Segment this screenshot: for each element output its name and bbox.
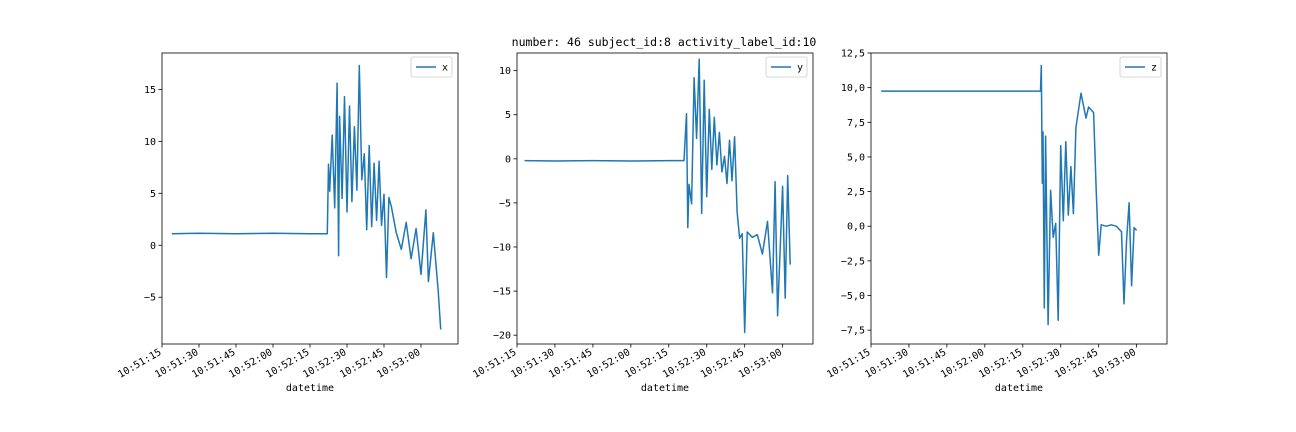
y-tick-label: 10,0 bbox=[841, 83, 865, 94]
subplot-2: −20−15−10−5051010:51:1510:51:3010:51:451… bbox=[471, 52, 814, 394]
legend-label: z bbox=[1151, 63, 1157, 74]
plot-frame bbox=[870, 52, 1168, 345]
y-tick-label: 10 bbox=[499, 66, 511, 77]
x-tick-label: 10:53:00 bbox=[737, 347, 784, 381]
y-tick-label: −15 bbox=[493, 287, 511, 298]
y-tick-label: 5 bbox=[150, 189, 156, 200]
subplot-1: −505101510:51:1510:51:3010:51:4510:52:00… bbox=[116, 52, 459, 394]
y-tick-label: −5,0 bbox=[841, 291, 865, 302]
figure-title: number: 46 subject_id:8 activity_label_i… bbox=[512, 35, 817, 49]
legend: y bbox=[765, 56, 808, 78]
y-tick-label: −2,5 bbox=[841, 256, 865, 267]
plot-frame bbox=[161, 52, 459, 345]
y-tick-label: 2,5 bbox=[847, 187, 865, 198]
y-tick-label: 15 bbox=[144, 85, 156, 96]
legend: z bbox=[1119, 56, 1162, 78]
series-line-x bbox=[171, 64, 442, 330]
subplot-3: −7,5−5,0−2,50,02,55,07,510,012,510:51:15… bbox=[825, 49, 1168, 394]
y-tick-label: −5 bbox=[499, 198, 511, 209]
y-tick-label: −5 bbox=[144, 293, 156, 304]
x-axis-label: datetime bbox=[995, 383, 1043, 394]
legend-label: x bbox=[442, 63, 448, 74]
y-tick-label: 0,0 bbox=[847, 222, 865, 233]
y-tick-label: 12,5 bbox=[841, 49, 865, 60]
legend: x bbox=[410, 56, 453, 78]
x-axis-label: datetime bbox=[286, 383, 334, 394]
y-tick-label: 0 bbox=[150, 241, 156, 252]
y-tick-label: 10 bbox=[144, 137, 156, 148]
y-tick-label: 5,0 bbox=[847, 152, 865, 163]
y-tick-label: −7,5 bbox=[841, 326, 865, 337]
y-tick-label: −20 bbox=[493, 331, 511, 342]
series-line-y bbox=[524, 58, 791, 334]
legend-label: y bbox=[797, 63, 803, 74]
plot-frame bbox=[516, 52, 814, 345]
x-tick-label: 10:53:00 bbox=[1091, 347, 1138, 381]
y-tick-label: 7,5 bbox=[847, 118, 865, 129]
x-axis-label: datetime bbox=[641, 383, 689, 394]
subplots: −505101510:51:1510:51:3010:51:4510:52:00… bbox=[116, 49, 1168, 394]
y-tick-label: −10 bbox=[493, 243, 511, 254]
y-tick-label: 0 bbox=[505, 154, 511, 165]
series-line-z bbox=[881, 64, 1138, 326]
y-tick-label: 5 bbox=[505, 110, 511, 121]
